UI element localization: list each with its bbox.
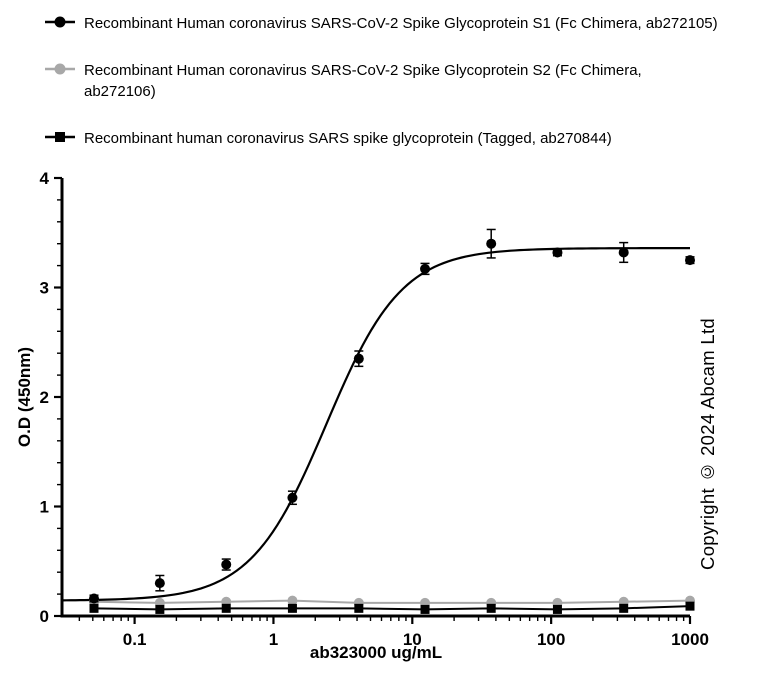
data-point-square — [221, 603, 231, 613]
legend-item-s2: Recombinant Human coronavirus SARS-CoV-2… — [45, 60, 718, 102]
y-tick-label: 2 — [40, 388, 49, 407]
x-tick-label: 10 — [403, 630, 422, 649]
data-point-square — [89, 603, 99, 613]
chart-area: 0.1 1 10 100 1000 0 1 2 3 4 ab323000 ug/mL O.D (450… — [0, 158, 768, 688]
data-point-circle — [221, 559, 232, 570]
x-tick-label: 0.1 — [123, 630, 147, 649]
series-line — [93, 599, 691, 604]
legend-label-s2: Recombinant Human coronavirus SARS-CoV-2… — [84, 62, 642, 100]
data-point-circle — [154, 578, 165, 589]
x-tick-label: 1000 — [671, 630, 709, 649]
x-tick-label: 100 — [537, 630, 565, 649]
y-tick-label: 3 — [40, 279, 49, 298]
legend-marker-circle-gray-icon — [45, 63, 75, 75]
data-point-circle — [353, 353, 364, 364]
data-point-circle — [287, 595, 298, 606]
x-axis-label: ab323000 ug/mL — [310, 643, 442, 662]
data-point-circle — [88, 593, 99, 604]
data-point-square — [287, 603, 297, 613]
chart-legend: Recombinant Human coronavirus SARS-CoV-2… — [45, 13, 718, 149]
chart-svg: 0.1 1 10 100 1000 0 1 2 3 4 ab323000 ug/mL O.D (450… — [15, 169, 709, 662]
y-tick-label: 1 — [40, 498, 49, 517]
copyright-watermark: Copyright © 2024 Abcam Ltd — [697, 318, 718, 570]
y-tick-label: 4 — [40, 169, 50, 188]
data-point-square — [155, 604, 165, 614]
data-point-square — [486, 603, 496, 613]
data-point-square — [619, 603, 629, 613]
data-point-circle — [420, 263, 431, 274]
data-point-square — [354, 603, 364, 613]
data-point-square — [552, 604, 562, 614]
legend-marker-square-black-icon — [45, 132, 75, 142]
x-tick-label: 1 — [269, 630, 278, 649]
legend-item-s1: Recombinant Human coronavirus SARS-CoV-2… — [45, 13, 718, 34]
legend-label-s1: Recombinant Human coronavirus SARS-CoV-2… — [84, 15, 718, 32]
data-point-square — [685, 601, 695, 611]
series-line — [93, 605, 691, 611]
y-tick-label: 0 — [40, 607, 49, 626]
data-point-circle — [685, 255, 695, 266]
data-point-circle — [618, 247, 629, 258]
y-axis-label: O.D (450nm) — [15, 347, 34, 447]
legend-label-sars: Recombinant human coronavirus SARS spike… — [84, 130, 612, 147]
data-point-square — [420, 604, 430, 614]
data-point-circle — [287, 492, 298, 503]
fit-curve — [61, 247, 691, 602]
legend-item-sars: Recombinant human coronavirus SARS spike… — [45, 128, 718, 149]
data-point-circle — [552, 247, 563, 258]
legend-marker-circle-black-icon — [45, 16, 75, 28]
data-point-circle — [486, 238, 497, 249]
